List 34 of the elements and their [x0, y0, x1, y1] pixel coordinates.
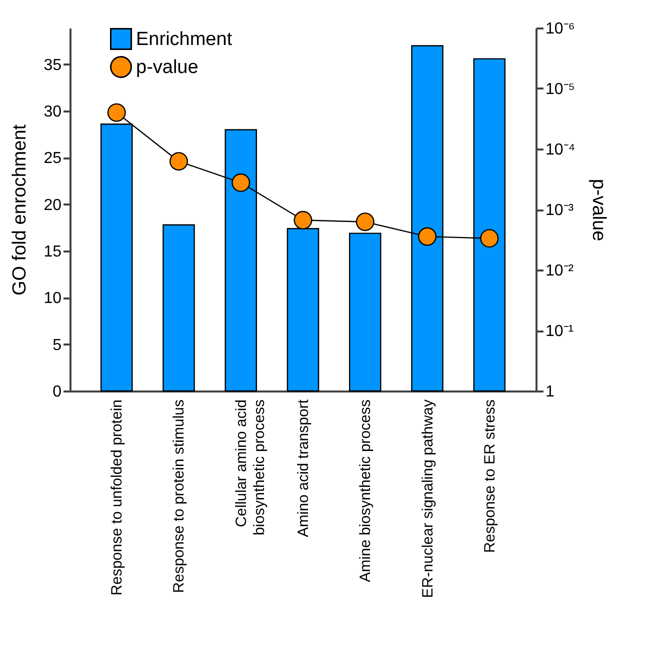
point — [107, 103, 126, 122]
y2-tick-label: 10⁻² — [546, 262, 574, 280]
x-tick-label: Cellular amino acid biosynthetic process — [232, 400, 268, 536]
x-tick-label: Response to unfolded protein — [108, 400, 126, 596]
point — [418, 227, 437, 246]
x-tick-label: ER-nuclear signaling pathway — [419, 399, 436, 598]
point — [356, 212, 374, 232]
point — [294, 210, 312, 230]
y-tick-label: 35 — [44, 56, 62, 74]
x-tick-label: Amino acid transport — [295, 398, 312, 538]
y-tick-label: 30 — [44, 104, 62, 121]
y2-tick-label: 10⁻¹ — [546, 323, 574, 340]
y-tick-label: 10 — [44, 290, 62, 308]
x-tick-label: Response to protein stimulus — [170, 400, 188, 593]
y-tick-label: 0 — [52, 384, 62, 400]
point — [480, 229, 499, 248]
y2-tick-label: 10⁻³ — [546, 202, 574, 219]
y-tick-label: 25 — [44, 150, 62, 168]
y-axis-title: GO fold enrochment — [10, 124, 31, 296]
point — [232, 173, 250, 192]
point — [169, 152, 188, 171]
x-tick-label: Response to ER stress — [481, 400, 498, 553]
legend-label: Enrichment — [136, 29, 233, 50]
y2-tick-label: 10⁻⁴ — [546, 142, 576, 158]
y2-axis-title: p-value — [588, 178, 610, 242]
y2-tick-label: 10⁻⁵ — [546, 81, 575, 98]
y2-tick-label: 1 — [546, 384, 554, 400]
legend-label: p-value — [136, 57, 198, 78]
y-tick-label: 5 — [52, 336, 62, 354]
bar — [162, 224, 195, 392]
y-tick-label: 20 — [44, 196, 62, 214]
y2-tick-label: 10⁻⁶ — [546, 20, 575, 38]
x-tick-label: Amine biosynthetic process — [357, 400, 374, 582]
y-tick-label: 15 — [44, 244, 62, 261]
